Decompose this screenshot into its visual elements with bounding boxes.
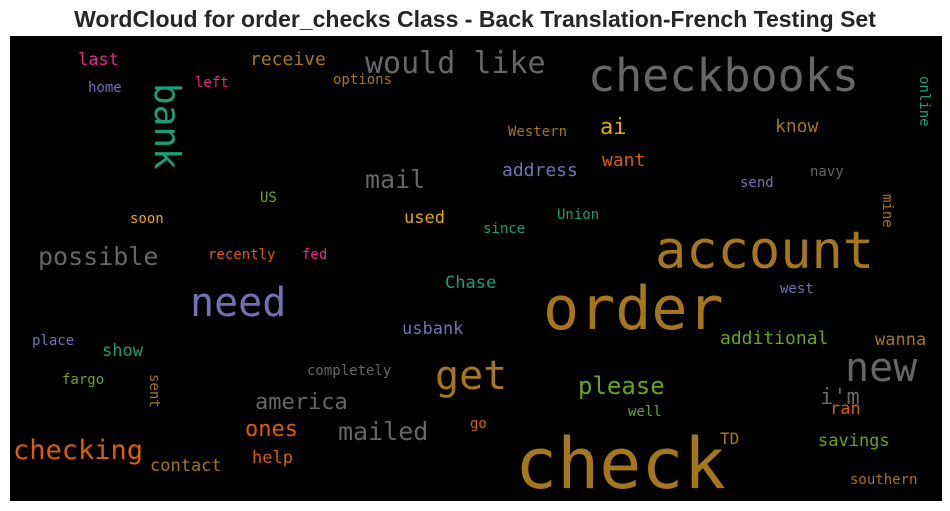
word-mailed: mailed — [338, 417, 428, 446]
word-know: know — [775, 116, 819, 137]
word-recently: recently — [208, 247, 275, 263]
word-want: want — [602, 150, 645, 171]
word-address: address — [502, 160, 578, 181]
word-since: since — [483, 221, 525, 237]
word-fargo: fargo — [62, 372, 104, 388]
word-additional: additional — [720, 328, 828, 349]
word-completely: completely — [307, 363, 391, 379]
word-go: go — [470, 416, 487, 432]
word-online: online — [916, 76, 932, 127]
word-contact: contact — [150, 456, 222, 476]
word-america: america — [255, 390, 348, 415]
word-would-like: would like — [365, 46, 546, 81]
word-place: place — [32, 333, 74, 349]
word-checking: checking — [13, 435, 143, 466]
word-used: used — [404, 208, 445, 228]
word-checkbooks: checkbooks — [588, 49, 859, 102]
word-options: options — [333, 72, 392, 88]
word-us: US — [260, 190, 277, 206]
word-well: well — [628, 404, 662, 420]
word-navy: navy — [810, 164, 844, 180]
word-need: need — [190, 280, 286, 326]
word-western: Western — [508, 124, 567, 140]
word-check: check — [515, 423, 726, 501]
word-chase: Chase — [445, 273, 496, 293]
word-left: left — [195, 75, 229, 91]
word-soon: soon — [130, 211, 164, 227]
word-order: order — [543, 274, 724, 344]
word-mail: mail — [365, 165, 425, 194]
word-possible: possible — [38, 242, 158, 271]
word-sent: sent — [146, 374, 162, 408]
chart-title: WordCloud for order_checks Class - Back … — [74, 6, 876, 32]
word-send: send — [740, 175, 774, 191]
word-td: TD — [720, 429, 739, 448]
word-show: show — [102, 341, 144, 361]
wordcloud-canvas: check order account checkbooks need get new ban… — [10, 36, 942, 501]
word-wanna: wanna — [875, 330, 926, 350]
word-west: west — [780, 281, 814, 297]
word-union: Union — [557, 207, 599, 223]
word-account: account — [655, 221, 874, 281]
word-receive: receive — [250, 49, 326, 70]
word-fed: fed — [302, 247, 327, 263]
word-ones: ones — [245, 417, 298, 442]
word-get: get — [435, 353, 507, 399]
word-new: new — [845, 345, 918, 391]
word-ran: ran — [830, 399, 861, 419]
word-bank: bank — [146, 83, 187, 170]
word-home: home — [88, 80, 122, 96]
word-help: help — [252, 448, 293, 468]
word-southern: southern — [850, 472, 917, 488]
word-last: last — [78, 50, 119, 70]
word-ai: ai — [600, 115, 627, 140]
word-usbank: usbank — [402, 319, 463, 339]
word-mine: mine — [879, 194, 895, 228]
word-i-m: i'm — [820, 385, 860, 410]
word-please: please — [578, 372, 665, 400]
word-savings: savings — [818, 431, 890, 451]
